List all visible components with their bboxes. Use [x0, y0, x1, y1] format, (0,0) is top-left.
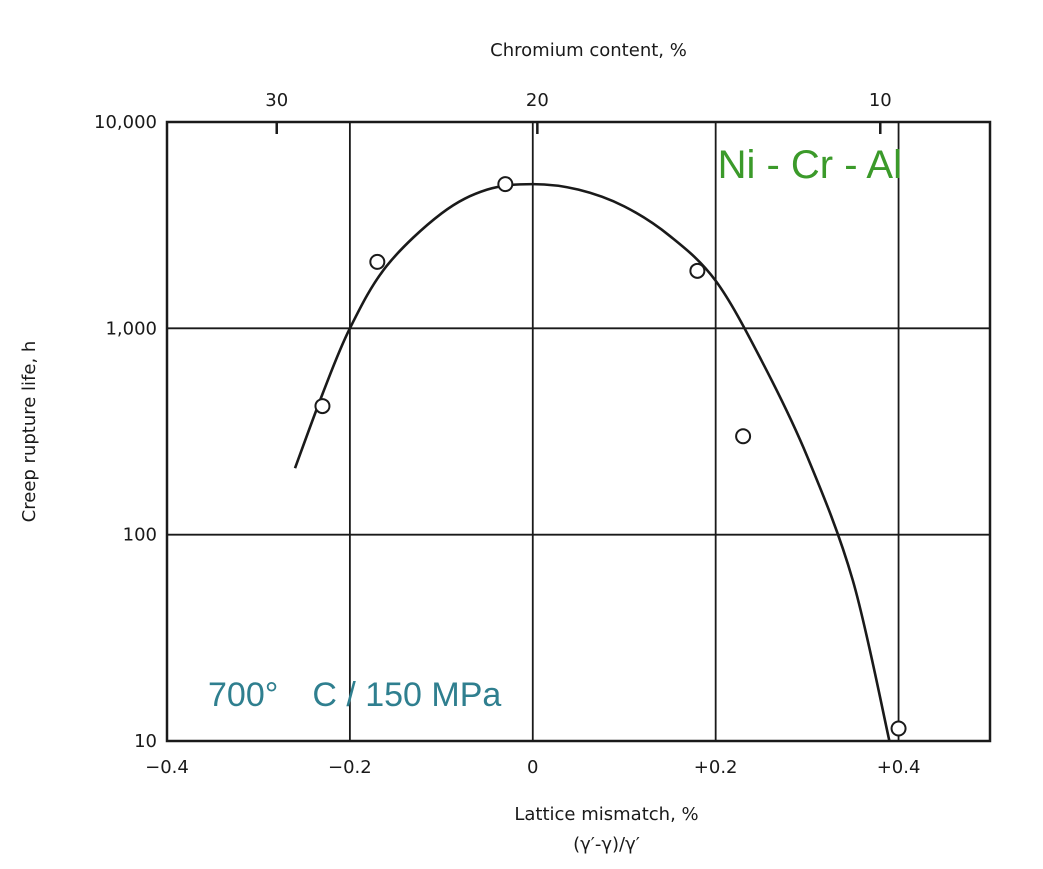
y-tick-label: 10,000	[94, 112, 157, 133]
data-point	[369, 253, 386, 270]
data-point	[689, 262, 706, 279]
annotation-conditions: 700° C / 150 MPa	[208, 676, 501, 714]
x-tick-label: +0.4	[877, 757, 921, 778]
data-point	[497, 176, 514, 193]
x-axis-title: Lattice mismatch, %	[514, 804, 698, 825]
y-tick-label: 10	[134, 731, 157, 752]
x-tick-label: −0.4	[145, 757, 189, 778]
fit-curve	[293, 182, 891, 742]
y-tick-label: 100	[123, 525, 157, 546]
data-point	[735, 428, 752, 445]
y-tick-label: 1,000	[105, 318, 157, 339]
top-axis-title: Chromium content, %	[490, 40, 687, 61]
data-point	[890, 720, 907, 737]
top-tick-label: 30	[265, 90, 288, 111]
annotation-alloy: Ni - Cr - Al	[718, 143, 902, 187]
plot-frame	[165, 120, 992, 743]
y-axis-title: Creep rupture life, h	[19, 341, 40, 523]
top-tick-label: 20	[526, 90, 549, 111]
data-point	[314, 398, 331, 415]
x-tick-label: +0.2	[694, 757, 738, 778]
x-tick-label: −0.2	[328, 757, 372, 778]
x-axis-subtitle: (γ′-γ)/γ′	[573, 834, 640, 855]
top-tick-label: 10	[869, 90, 892, 111]
x-tick-label: 0	[527, 757, 538, 778]
